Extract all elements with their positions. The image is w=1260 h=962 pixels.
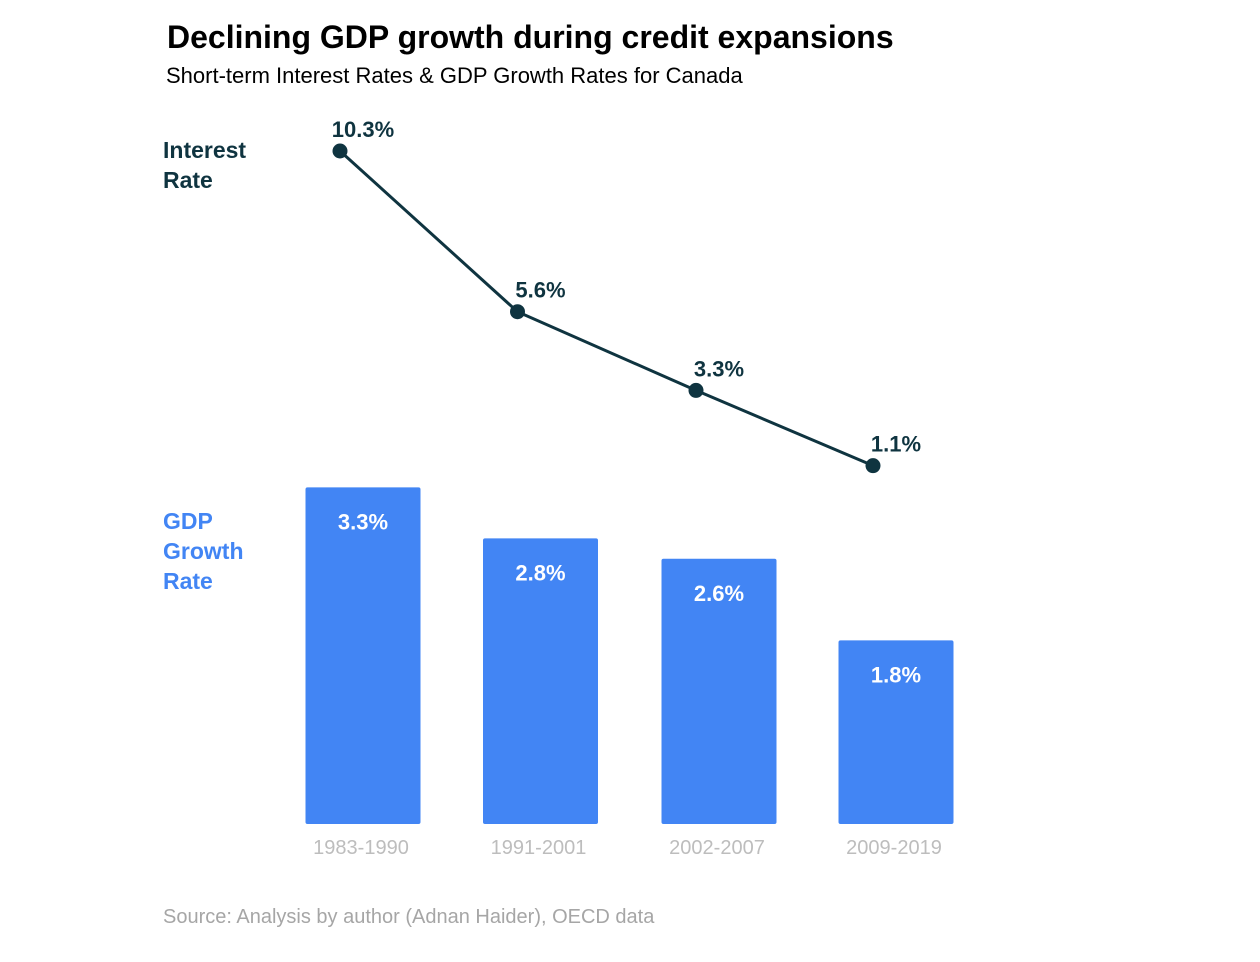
x-axis-ticks: 1983-1990 1991-2001 2002-2007 2009-2019 xyxy=(313,837,942,859)
gdp-bars: 3.3% 2.8% 2.6% 1.8% xyxy=(305,487,954,824)
interest-rate-label: 1.1% xyxy=(871,432,921,457)
interest-rate-label: 5.6% xyxy=(515,278,565,303)
interest-rate-line-group: 10.3% 5.6% 3.3% 1.1% xyxy=(332,117,921,474)
chart-subtitle: Short-term Interest Rates & GDP Growth R… xyxy=(166,63,743,88)
gdp-growth-label-line: GDP xyxy=(163,508,213,534)
interest-rate-label-line: Interest xyxy=(163,137,246,163)
gdp-bar xyxy=(483,538,598,824)
interest-rate-series-label: Interest Rate xyxy=(163,137,252,193)
gdp-bar-label: 2.6% xyxy=(694,581,744,606)
x-tick-label: 1991-2001 xyxy=(491,837,587,859)
gdp-bar xyxy=(661,558,777,824)
gdp-growth-label-line: Growth xyxy=(163,538,244,564)
interest-rate-label-line: Rate xyxy=(163,167,213,193)
gdp-growth-label-line: Rate xyxy=(163,568,213,594)
gdp-growth-series-label: GDP Growth Rate xyxy=(163,508,250,594)
interest-rate-label: 10.3% xyxy=(332,117,394,142)
interest-rate-point xyxy=(865,458,881,474)
interest-rate-point xyxy=(332,143,348,159)
gdp-bar-label: 2.8% xyxy=(515,560,565,585)
source-note: Source: Analysis by author (Adnan Haider… xyxy=(163,906,655,928)
chart-title: Declining GDP growth during credit expan… xyxy=(167,19,894,55)
gdp-bar xyxy=(305,487,421,824)
gdp-bar-label: 3.3% xyxy=(338,509,388,534)
interest-rate-label: 3.3% xyxy=(694,356,744,381)
x-tick-label: 1983-1990 xyxy=(313,837,409,859)
interest-rate-point xyxy=(688,382,704,398)
interest-rate-line xyxy=(338,149,874,468)
gdp-bar-label: 1.8% xyxy=(871,662,921,687)
interest-rate-point xyxy=(510,304,525,320)
gdp-bar xyxy=(838,640,954,824)
x-tick-label: 2009-2019 xyxy=(846,837,942,859)
x-tick-label: 2002-2007 xyxy=(669,837,765,859)
